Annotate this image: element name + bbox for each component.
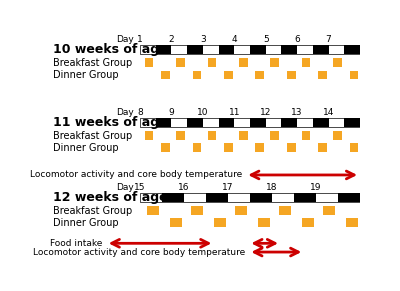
Text: 15: 15 [134, 183, 146, 192]
Bar [140, 45, 156, 54]
Bar [184, 193, 206, 202]
Bar [297, 45, 313, 54]
Bar [239, 58, 248, 67]
Text: Breakfast Group: Breakfast Group [53, 206, 132, 216]
Text: Breakfast Group: Breakfast Group [53, 58, 132, 68]
Text: 12 weeks of age: 12 weeks of age [53, 191, 168, 204]
Bar [224, 70, 233, 79]
Bar [161, 143, 170, 152]
Text: 5: 5 [263, 35, 268, 44]
Text: Dinner Group: Dinner Group [53, 218, 119, 228]
Bar [224, 143, 233, 152]
Bar [140, 45, 360, 54]
Bar [333, 58, 342, 67]
Bar [192, 70, 201, 79]
Bar [140, 193, 162, 202]
Bar [140, 118, 360, 127]
Text: 4: 4 [232, 35, 237, 44]
Bar [214, 219, 226, 227]
Bar [287, 70, 296, 79]
Text: 7: 7 [326, 35, 332, 44]
Text: 13: 13 [291, 108, 303, 117]
Bar [140, 118, 360, 127]
Text: 14: 14 [323, 108, 334, 117]
Text: 10: 10 [197, 108, 208, 117]
Bar [140, 118, 156, 127]
Bar [266, 118, 281, 127]
Bar [346, 219, 358, 227]
Bar [302, 58, 310, 67]
Bar [256, 143, 264, 152]
Text: 10 weeks of age: 10 weeks of age [53, 43, 168, 56]
Text: 18: 18 [266, 183, 278, 192]
Bar [171, 118, 187, 127]
Bar [208, 58, 216, 67]
Bar [190, 206, 203, 215]
Bar [287, 143, 296, 152]
Text: 11: 11 [228, 108, 240, 117]
Text: 2: 2 [168, 35, 174, 44]
Bar [256, 70, 264, 79]
Text: 19: 19 [310, 183, 322, 192]
Text: Locomotor activity and core body temperature: Locomotor activity and core body tempera… [33, 248, 245, 257]
Text: Day: Day [116, 35, 134, 44]
Text: 3: 3 [200, 35, 206, 44]
Bar [239, 131, 248, 140]
Bar [171, 45, 187, 54]
Text: Dinner Group: Dinner Group [53, 143, 119, 153]
Text: 1: 1 [137, 35, 143, 44]
Bar [270, 131, 279, 140]
Bar [258, 219, 270, 227]
Bar [270, 58, 279, 67]
Bar [350, 70, 358, 79]
Bar [192, 143, 201, 152]
Bar [302, 131, 310, 140]
Bar [146, 206, 159, 215]
Bar [297, 118, 313, 127]
Bar [170, 219, 182, 227]
Bar [208, 131, 216, 140]
Bar [140, 193, 360, 202]
Bar [234, 206, 247, 215]
Bar [145, 58, 153, 67]
Bar [234, 45, 250, 54]
Bar [318, 143, 327, 152]
Text: Breakfast Group: Breakfast Group [53, 131, 132, 141]
Bar [140, 193, 360, 202]
Bar [145, 131, 153, 140]
Bar [140, 45, 360, 54]
Bar [328, 45, 344, 54]
Bar [318, 70, 327, 79]
Bar [328, 118, 344, 127]
Bar [316, 193, 338, 202]
Bar [203, 45, 218, 54]
Text: Day: Day [116, 108, 134, 117]
Text: Food intake: Food intake [50, 239, 103, 248]
Bar [228, 193, 250, 202]
Bar [278, 206, 291, 215]
Bar [322, 206, 335, 215]
Bar [266, 45, 281, 54]
Bar [234, 118, 250, 127]
Text: Locomotor activity and core body temperature: Locomotor activity and core body tempera… [30, 171, 242, 180]
Text: Day: Day [116, 183, 134, 192]
Text: 12: 12 [260, 108, 271, 117]
Bar [203, 118, 218, 127]
Text: 8: 8 [137, 108, 143, 117]
Bar [176, 58, 185, 67]
Text: 11 weeks of age: 11 weeks of age [53, 116, 168, 129]
Text: 17: 17 [222, 183, 234, 192]
Bar [350, 143, 358, 152]
Text: 9: 9 [168, 108, 174, 117]
Text: 16: 16 [178, 183, 190, 192]
Bar [333, 131, 342, 140]
Bar [302, 219, 314, 227]
Text: 6: 6 [294, 35, 300, 44]
Bar [272, 193, 294, 202]
Text: Dinner Group: Dinner Group [53, 70, 119, 80]
Bar [176, 131, 185, 140]
Bar [161, 70, 170, 79]
